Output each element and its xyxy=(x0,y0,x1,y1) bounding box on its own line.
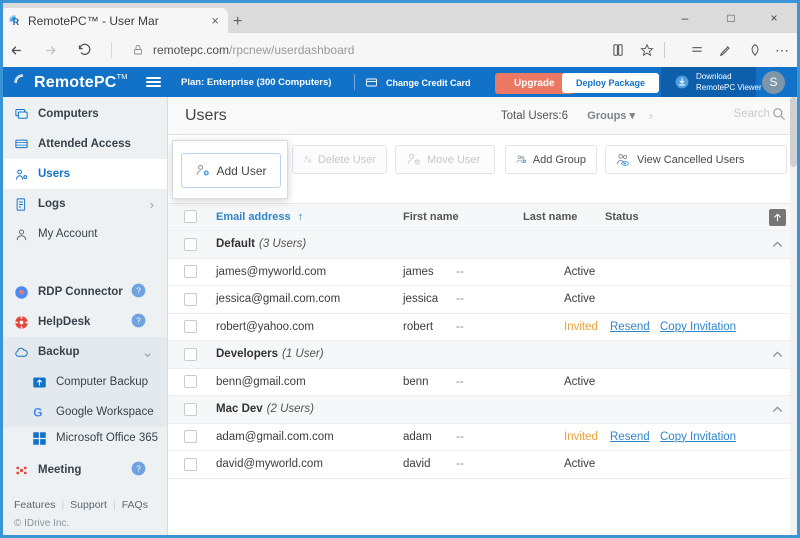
svg-text:R: R xyxy=(13,17,20,27)
svg-text:G: G xyxy=(33,405,42,419)
svg-text:?: ? xyxy=(136,316,141,325)
svg-text:?: ? xyxy=(136,286,141,295)
svg-text:?: ? xyxy=(136,464,141,473)
